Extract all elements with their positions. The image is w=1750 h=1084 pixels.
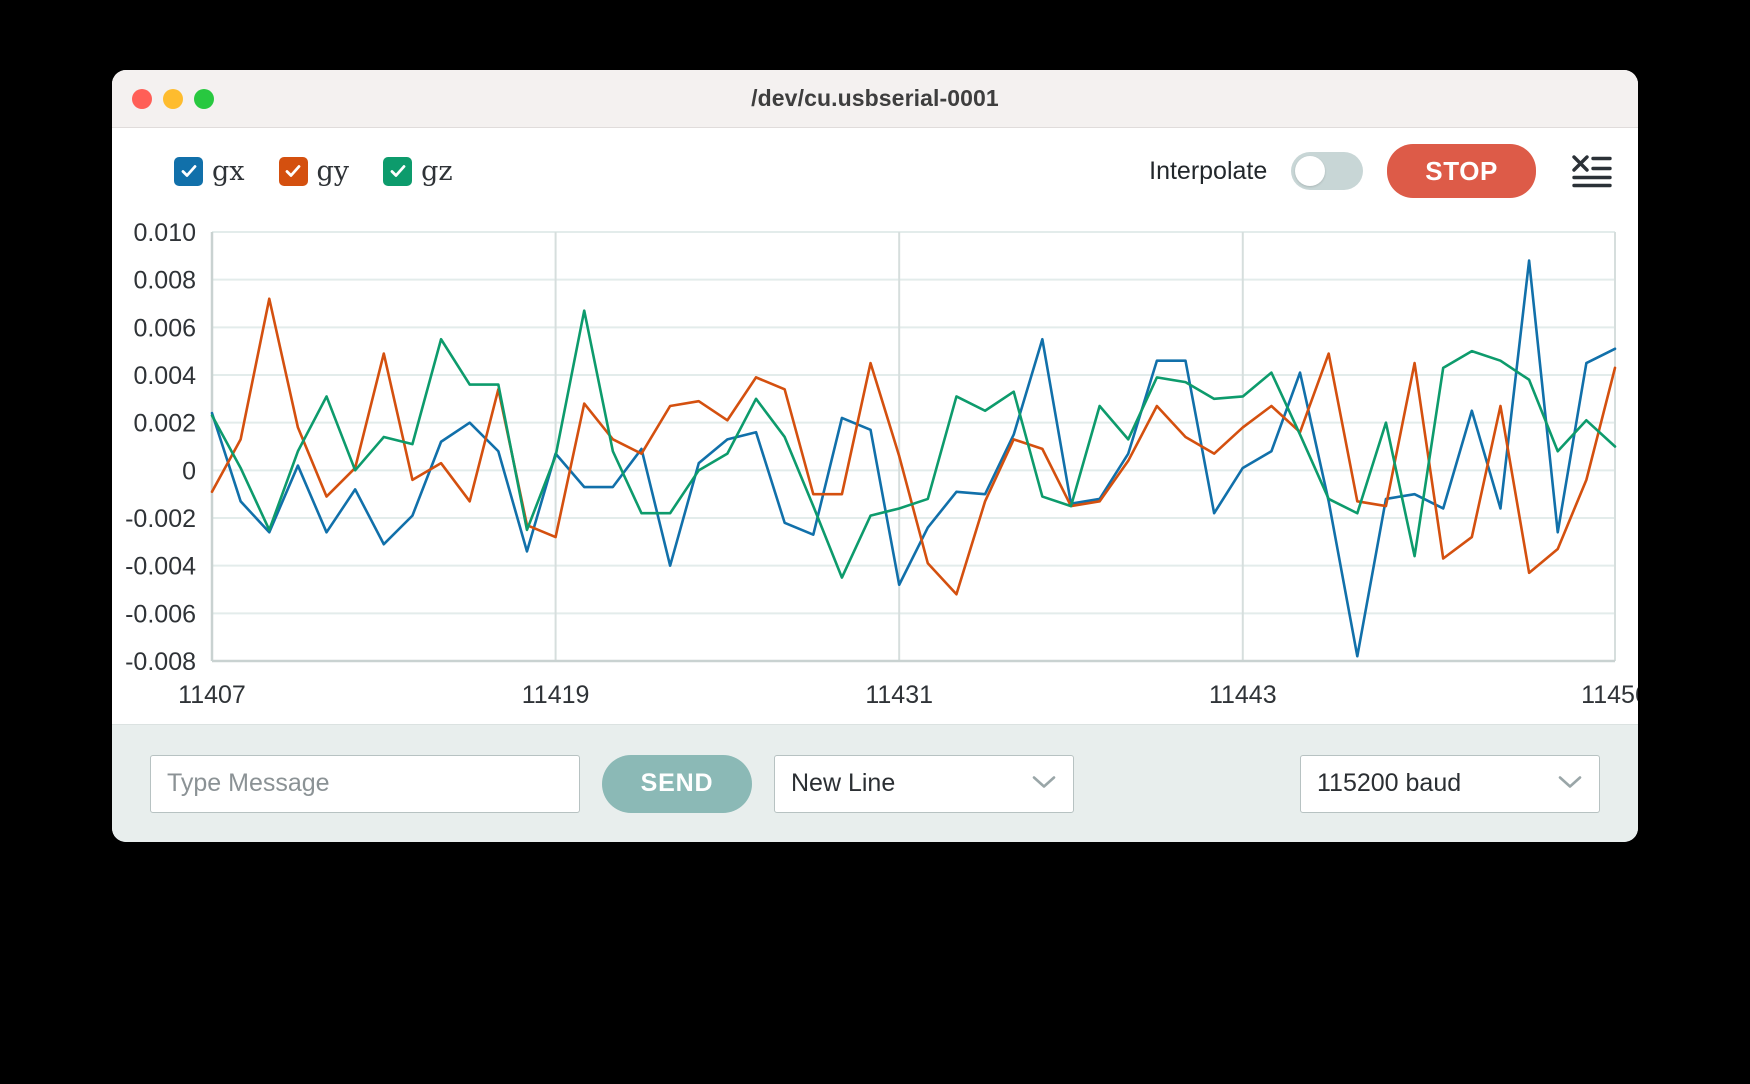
checkbox-checked-icon[interactable] <box>174 156 203 186</box>
message-input[interactable] <box>150 754 580 813</box>
svg-text:11431: 11431 <box>865 681 933 709</box>
svg-text:-0.006: -0.006 <box>125 600 196 628</box>
series-legend: gx gy gz <box>174 156 453 187</box>
line-ending-select[interactable]: New Line <box>774 754 1074 813</box>
svg-text:0.010: 0.010 <box>133 219 196 247</box>
svg-text:0: 0 <box>182 457 196 485</box>
svg-text:-0.004: -0.004 <box>125 553 196 581</box>
toolbar-right-group: Interpolate STOP <box>1149 144 1612 198</box>
legend-label-gy: gy <box>316 155 350 187</box>
close-button[interactable] <box>132 88 152 109</box>
traffic-light-group <box>132 88 214 109</box>
zoom-button[interactable] <box>194 88 214 109</box>
chevron-down-icon <box>1031 773 1057 794</box>
chart-plot-area: 0.010 0.008 0.006 0.004 0.002 0 -0.002 -0.004 -0… <box>112 214 1638 724</box>
svg-text:0.002: 0.002 <box>133 410 196 438</box>
checkbox-checked-icon[interactable] <box>383 156 413 186</box>
legend-label-gx: gx <box>212 155 245 187</box>
svg-text:11456: 11456 <box>1581 681 1638 709</box>
serial-plot-chart[interactable]: 0.010 0.008 0.006 0.004 0.002 0 -0.002 -0.004 -0… <box>112 214 1638 724</box>
svg-text:11419: 11419 <box>522 681 590 709</box>
window-title: /dev/cu.usbserial-0001 <box>751 85 999 111</box>
legend-item-gy[interactable]: gy <box>278 155 350 187</box>
serial-console-bar: SEND New Line 115200 baud <box>112 724 1638 842</box>
svg-text:0.008: 0.008 <box>133 267 196 295</box>
stop-button[interactable]: STOP <box>1387 144 1536 198</box>
legend-item-gz[interactable]: gz <box>383 156 453 187</box>
interpolate-label: Interpolate <box>1149 156 1268 185</box>
clear-list-icon[interactable] <box>1572 154 1612 188</box>
line-ending-value: New Line <box>791 769 896 797</box>
svg-text:-0.002: -0.002 <box>125 505 196 533</box>
legend-item-gx[interactable]: gx <box>174 156 245 187</box>
svg-text:11407: 11407 <box>178 681 246 709</box>
svg-text:0.004: 0.004 <box>133 362 196 390</box>
checkbox-checked-icon[interactable] <box>278 156 308 186</box>
chart-toolbar: gx gy gz Interpolate <box>112 128 1638 214</box>
minimize-button[interactable] <box>163 88 183 109</box>
window-titlebar: /dev/cu.usbserial-0001 <box>112 70 1638 128</box>
send-button[interactable]: SEND <box>602 754 752 813</box>
legend-label-gz: gz <box>421 155 453 187</box>
chevron-down-icon <box>1557 773 1583 794</box>
application-window: /dev/cu.usbserial-0001 gx gy <box>112 70 1638 842</box>
svg-text:0.006: 0.006 <box>133 314 196 342</box>
baud-rate-value: 115200 baud <box>1317 769 1462 797</box>
baud-rate-select[interactable]: 115200 baud <box>1300 754 1600 813</box>
toggle-knob <box>1295 156 1326 186</box>
svg-text:11443: 11443 <box>1209 681 1277 709</box>
interpolate-toggle[interactable] <box>1291 152 1364 190</box>
svg-text:-0.008: -0.008 <box>125 648 196 676</box>
